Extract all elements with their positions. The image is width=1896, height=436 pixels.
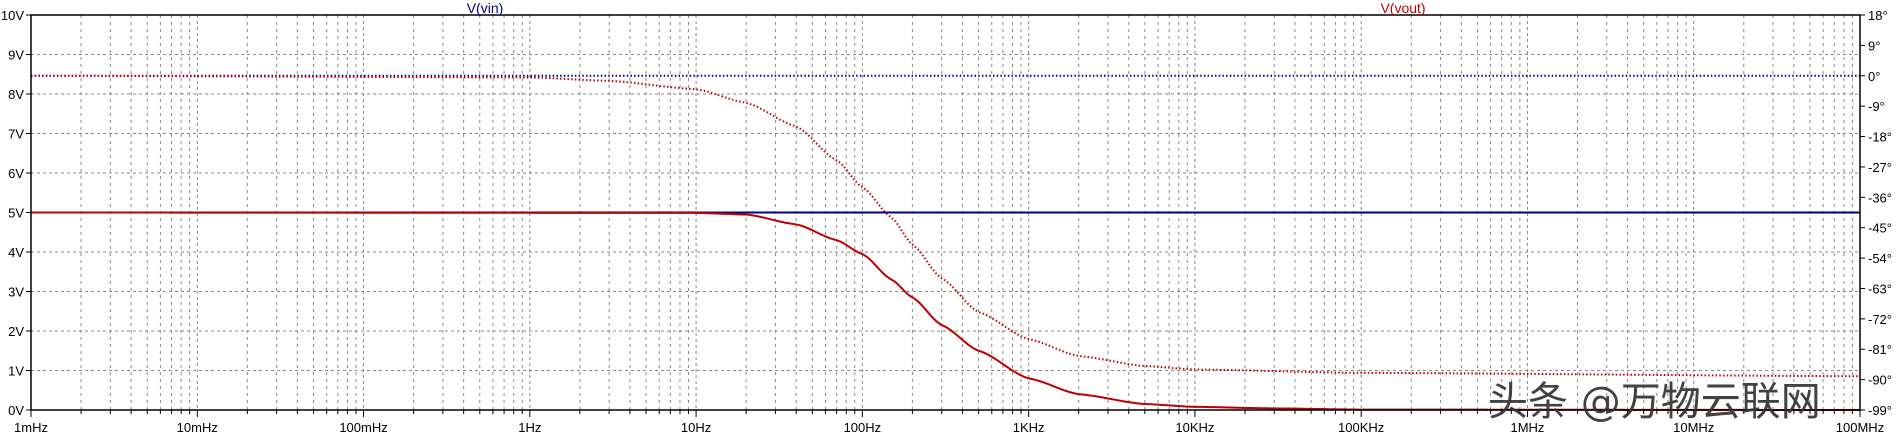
legend-vout: V(vout) — [1380, 0, 1425, 16]
right-tick-label: -63° — [1868, 281, 1892, 296]
right-tick-label: -90° — [1868, 373, 1892, 388]
right-tick-label: 9° — [1868, 38, 1880, 53]
x-tick-label: 1MHz — [1510, 420, 1544, 435]
left-tick-label: 3V — [8, 285, 24, 300]
watermark: 头条 @万物云联网 — [1488, 379, 1821, 425]
x-tick-label: 1KHz — [1013, 420, 1045, 435]
x-tick-label: 100Hz — [844, 420, 882, 435]
x-tick-label: 100KHz — [1338, 420, 1384, 435]
left-tick-label: 9V — [8, 48, 24, 63]
right-tick-label: -54° — [1868, 251, 1892, 266]
left-tick-label: 6V — [8, 166, 24, 181]
series-vout-phase — [30, 74, 1861, 378]
right-tick-label: 0° — [1868, 69, 1880, 84]
right-tick-label: -27° — [1868, 160, 1892, 175]
legend-vin: V(vin) — [467, 0, 504, 16]
right-tick-label: -9° — [1868, 99, 1885, 114]
x-tick-label: 10Hz — [681, 420, 711, 435]
right-tick-label: -72° — [1868, 312, 1892, 327]
right-tick-label: -99° — [1868, 403, 1892, 418]
x-tick-label: 1Hz — [518, 420, 541, 435]
x-tick-label: 10mHz — [177, 420, 218, 435]
x-tick-label: 1mHz — [14, 420, 48, 435]
right-axis-phase: 18° 9° 0° -9° -18° -27° -36° -45° -54° -63° -72° -8… — [1860, 8, 1892, 418]
left-tick-label: 2V — [8, 324, 24, 339]
x-tick-label: 10MHz — [1673, 420, 1714, 435]
left-tick-label: 0V — [8, 403, 24, 418]
left-tick-label: 4V — [8, 245, 24, 260]
x-axis-frequency: 1mHz 10mHz 100mHz 1Hz 10Hz 100Hz 1KHz 10KHz 100K… — [14, 410, 1884, 435]
x-tick-label: 10KHz — [1175, 420, 1214, 435]
left-tick-label: 8V — [8, 87, 24, 102]
x-tick-label: 100MHz — [1836, 420, 1884, 435]
right-tick-label: -36° — [1868, 190, 1892, 205]
right-tick-label: -81° — [1868, 342, 1892, 357]
left-tick-label: 7V — [8, 127, 24, 142]
left-tick-label: 5V — [8, 206, 24, 221]
left-tick-label: 1V — [8, 364, 24, 379]
right-tick-label: -45° — [1868, 221, 1892, 236]
left-axis-voltage: 0V 1V 2V 3V 4V 5V 6V 7V 8V 9V 10V — [1, 8, 31, 418]
x-tick-label: 100mHz — [339, 420, 387, 435]
right-tick-label: 18° — [1868, 8, 1888, 23]
right-tick-label: -18° — [1868, 130, 1892, 145]
left-tick-label: 10V — [1, 8, 24, 23]
